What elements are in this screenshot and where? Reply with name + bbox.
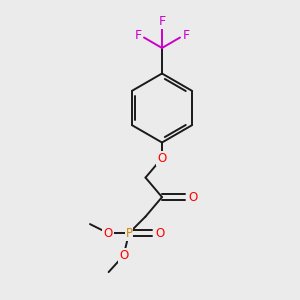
Text: P: P [125, 226, 133, 240]
Text: O: O [158, 152, 166, 165]
Text: O: O [188, 190, 197, 204]
Text: O: O [119, 249, 128, 262]
Text: O: O [155, 226, 164, 240]
Text: F: F [134, 29, 142, 42]
Text: F: F [182, 29, 190, 42]
Text: O: O [103, 226, 112, 240]
Text: F: F [158, 15, 166, 28]
